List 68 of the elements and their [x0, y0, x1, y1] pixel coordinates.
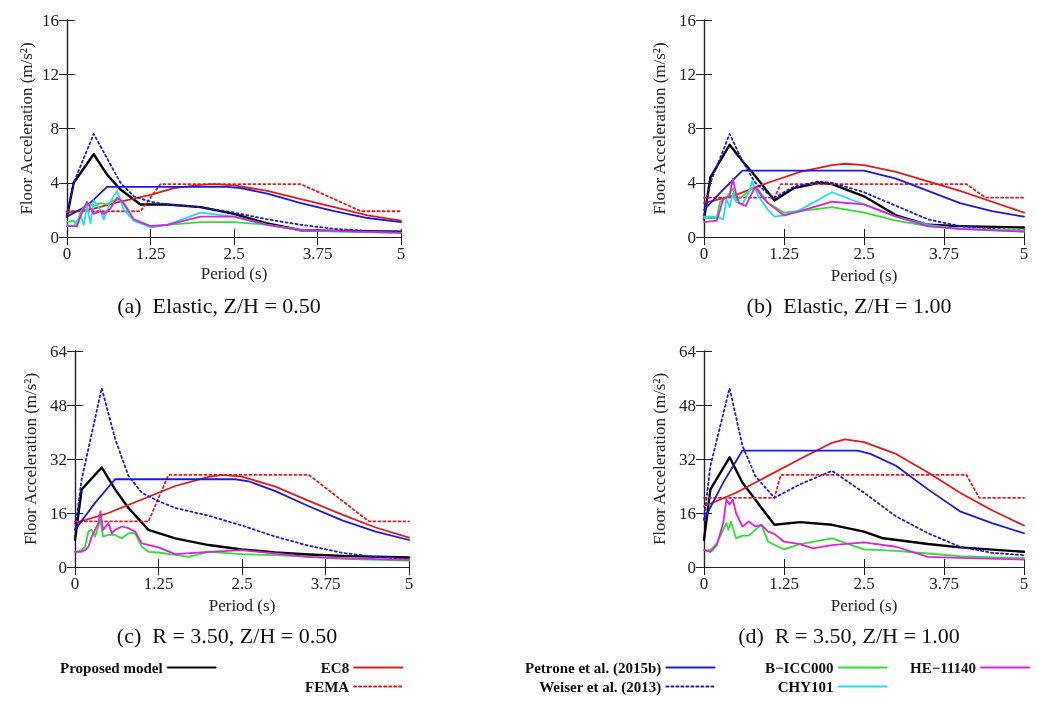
x-tick-label: 2.5: [853, 574, 875, 593]
line-series: [703, 520, 1025, 560]
legend-label: EC8: [320, 659, 350, 676]
x-tick-label: 0: [699, 244, 709, 263]
x-axis-title: Period (s): [830, 265, 898, 285]
x-tick-label: 3.75: [929, 244, 959, 263]
line-series: [702, 456, 1026, 554]
line-series: [73, 466, 411, 559]
y-tick-label: 32: [679, 449, 696, 469]
y-tick-label: 0: [50, 227, 59, 247]
x-axis-title: Period (s): [208, 595, 276, 615]
x-tick-label: 3.75: [302, 244, 333, 263]
legend-label: Weiser et al. (2013): [539, 678, 662, 696]
y-tick-label: 4: [50, 173, 60, 193]
line-series: [66, 196, 402, 234]
y-tick-label: 16: [679, 503, 696, 523]
x-tick-label: 5: [396, 244, 406, 263]
line-series: [74, 510, 410, 561]
legend-label: Proposed model: [59, 659, 163, 676]
y-tick-label: 64: [679, 341, 697, 361]
line-series: [65, 153, 403, 233]
y-tick-label: 16: [50, 503, 67, 523]
line-series: [703, 438, 1025, 527]
y-tick-label: 12: [679, 64, 696, 84]
x-tick-label: 1.25: [143, 574, 174, 593]
y-tick-label: 8: [50, 119, 59, 138]
y-tick-label: 8: [687, 119, 696, 138]
y-tick-label: 48: [679, 395, 696, 415]
x-tick-label: 3.75: [929, 574, 959, 593]
y-tick-label: 32: [50, 449, 67, 469]
text: (b) Elastic, Z/H = 1.00: [746, 292, 952, 318]
y-tick-label: 16: [42, 10, 59, 30]
x-axis-title: Period (s): [830, 595, 898, 615]
y-tick-label: 0: [687, 227, 696, 247]
x-tick-label: 0: [699, 574, 709, 593]
y-axis-title: Floor Acceleration (m/s²): [17, 42, 36, 215]
x-tick-label: 2.5: [231, 574, 253, 593]
y-tick-label: 12: [42, 64, 59, 84]
text: (c) R = 3.50, Z/H = 0.50: [116, 622, 338, 648]
x-tick-label: 5: [1019, 574, 1029, 593]
x-tick-label: 5: [404, 574, 414, 593]
text: (a) Elastic, Z/H = 0.50: [117, 292, 321, 318]
line-series: [703, 498, 1025, 561]
line-series: [703, 162, 1025, 214]
y-tick-label: 48: [50, 395, 67, 415]
x-axis-title: Period (s): [200, 264, 268, 283]
y-tick-label: 64: [50, 341, 68, 361]
legend-label: CHY101: [777, 678, 834, 695]
y-tick-label: 0: [58, 557, 67, 577]
y-axis-title: Floor Acceleration (m/s²): [21, 372, 41, 546]
x-tick-label: 1.25: [769, 574, 799, 593]
x-tick-label: 1.25: [769, 244, 799, 263]
legend-label: HE−11140: [909, 659, 977, 676]
y-axis-title: Floor Acceleration (m/s²): [650, 372, 670, 546]
x-tick-label: 5: [1019, 244, 1029, 263]
legend-label: Petrone et al. (2015b): [525, 659, 662, 677]
x-tick-label: 1.25: [135, 244, 166, 263]
legend-label: B−ICC000: [764, 659, 834, 676]
x-tick-label: 3.75: [310, 574, 341, 593]
x-tick-label: 2.5: [223, 244, 245, 263]
y-axis-title: Floor Acceleration (m/s²): [650, 42, 670, 215]
text: (d) R = 3.50, Z/H = 1.00: [738, 622, 960, 648]
y-tick-label: 4: [687, 173, 697, 193]
legend-label: FEMA: [304, 678, 350, 695]
x-tick-label: 2.5: [853, 244, 875, 263]
x-tick-label: 0: [70, 574, 80, 593]
y-tick-label: 16: [679, 10, 696, 30]
y-tick-label: 0: [687, 557, 696, 577]
